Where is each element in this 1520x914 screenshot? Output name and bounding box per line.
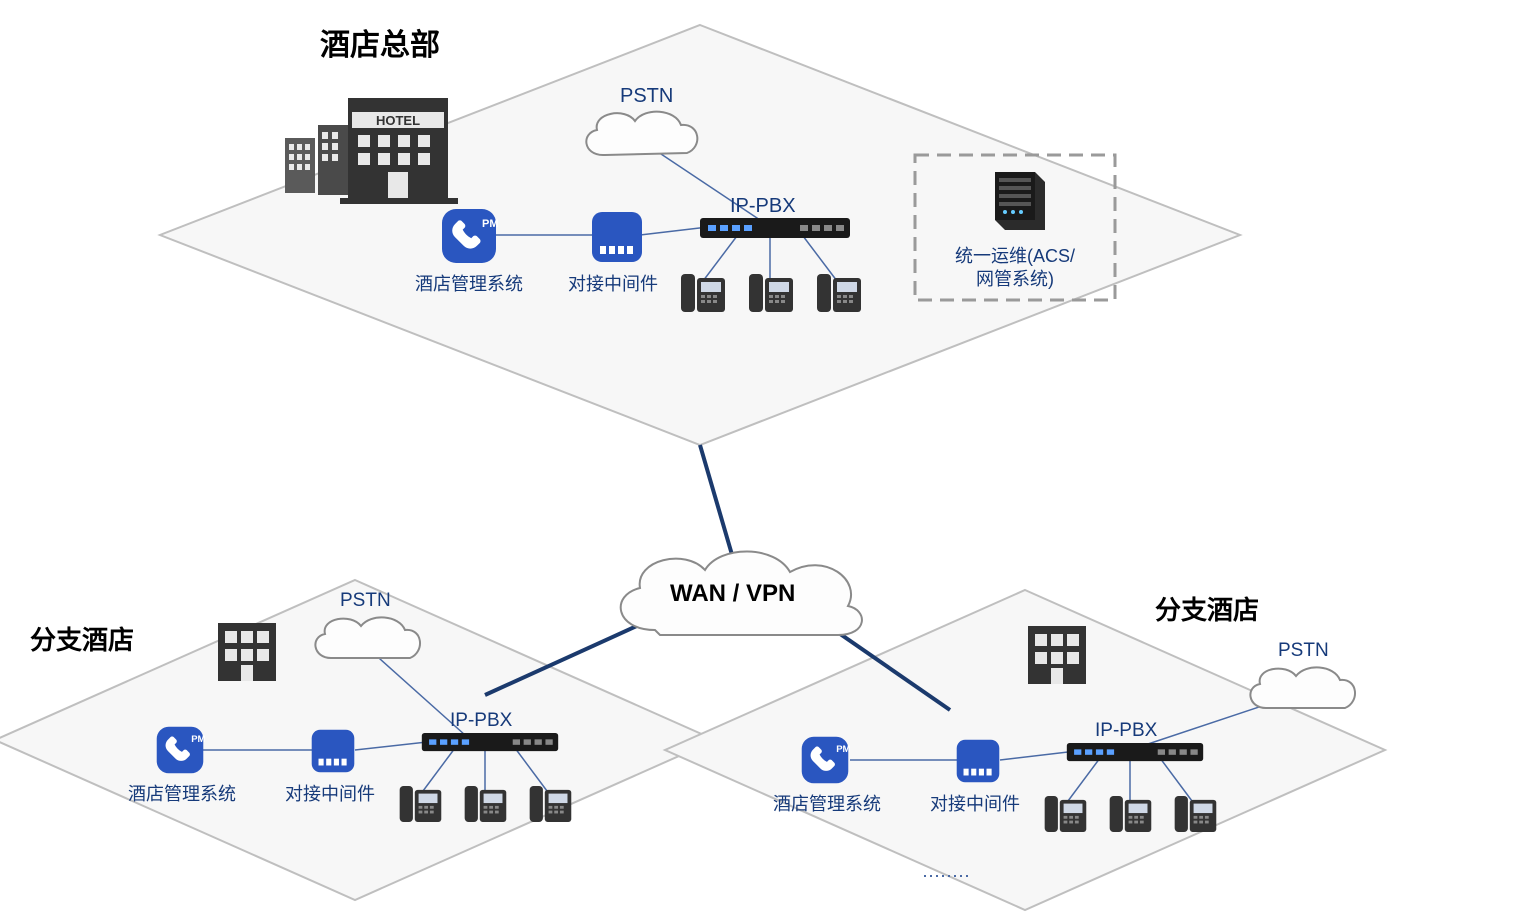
right-ippbx-label: IP-PBX <box>1095 720 1157 742</box>
left-middleware-icon <box>310 728 356 774</box>
acs-label: 统一运维(ACS/网管系统) <box>920 245 1110 292</box>
right-ippbx-icon <box>1065 743 1205 763</box>
left-ippbx-label: IP-PBX <box>450 710 512 732</box>
hq-phone-3-icon <box>811 268 866 318</box>
right-middleware-icon <box>955 738 1001 784</box>
right-pstn-label: PSTN <box>1278 640 1329 662</box>
left-pstn-label: PSTN <box>340 590 391 612</box>
svg-text:PMS: PMS <box>482 218 498 230</box>
right-middleware-label: 对接中间件 <box>930 790 1020 816</box>
left-ippbx-icon <box>420 733 560 753</box>
left-middleware-label: 对接中间件 <box>285 780 375 806</box>
right-building-icon <box>1020 618 1095 693</box>
right-phone-1-icon <box>1039 790 1091 838</box>
left-pms-label: 酒店管理系统 <box>128 780 236 806</box>
left-phone-2-icon <box>459 780 511 828</box>
hq-pms-label: 酒店管理系统 <box>415 270 523 296</box>
hotel-building-icon: HOTEL <box>280 80 460 210</box>
left-phone-1-icon <box>394 780 446 828</box>
left-phone-3-icon <box>524 780 576 828</box>
hq-phone-2-icon <box>743 268 798 318</box>
hq-pms-icon: PMS <box>440 207 498 265</box>
svg-text:PMS: PMS <box>191 734 205 745</box>
right-branch-title: 分支酒店 <box>1155 590 1259 627</box>
right-phone-3-icon <box>1169 790 1221 838</box>
left-building-icon <box>210 615 285 690</box>
svg-text:PMS: PMS <box>836 744 850 755</box>
right-phone-2-icon <box>1104 790 1156 838</box>
diagram-svg <box>0 0 1520 914</box>
hq-title: 酒店总部 <box>320 20 440 64</box>
hq-ippbx-label: IP-PBX <box>730 195 796 218</box>
hq-phone-1-icon <box>675 268 730 318</box>
hotel-sign-text: HOTEL <box>376 113 420 128</box>
right-pms-label: 酒店管理系统 <box>773 790 881 816</box>
wan-label: WAN / VPN <box>670 580 795 608</box>
hq-middleware-icon <box>590 210 644 264</box>
left-pms-icon: PMS <box>155 725 205 775</box>
right-pms-icon: PMS <box>800 735 850 785</box>
left-branch-title: 分支酒店 <box>30 620 134 657</box>
hq-middleware-label: 对接中间件 <box>568 270 658 296</box>
hq-ippbx-icon <box>700 218 850 240</box>
hq-pstn-label: PSTN <box>620 85 673 108</box>
left-pstn-cloud-icon <box>305 610 425 670</box>
hq-pstn-cloud-icon <box>575 105 705 170</box>
right-pstn-cloud-icon <box>1240 660 1360 720</box>
acs-server-icon <box>975 162 1055 242</box>
